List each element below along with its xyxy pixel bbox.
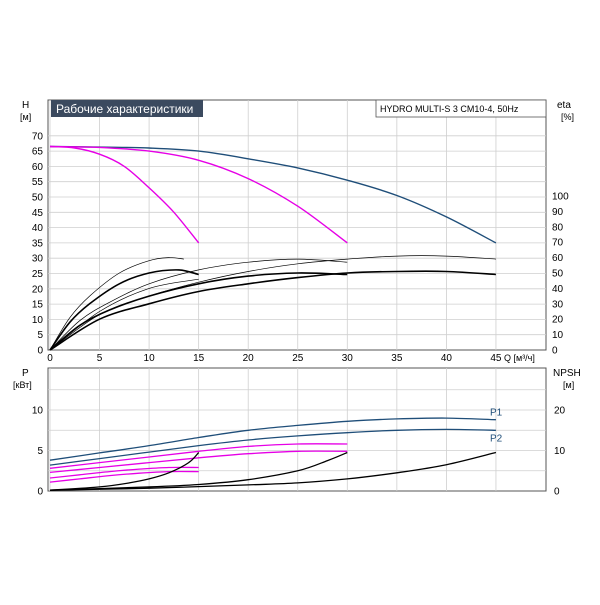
h-tick-label: 60 (32, 162, 44, 173)
h-tick-label: 20 (32, 284, 44, 295)
power-npsh-panel: P1 P2 0 5 10 0 10 20 P [кВт] NPSH [м] (13, 367, 581, 498)
subtitle-box (375, 99, 547, 118)
chart-subtitle: HYDRO MULTI-S 3 CM10-4, 50Hz (380, 104, 519, 114)
h-tick-label: 10 (32, 315, 44, 326)
h-tick-label: 65 (32, 147, 44, 158)
eta-tick-label: 0 (552, 346, 558, 357)
p-axis-label: P (22, 368, 29, 379)
eta-tick-label: 20 (552, 315, 564, 326)
h-tick-label: 30 (32, 254, 44, 265)
h-tick-label: 55 (32, 177, 44, 188)
power-curve (49, 428, 496, 466)
head-curve (49, 145, 200, 244)
q-tick-label: 45 (490, 353, 502, 364)
efficiency-curve (49, 278, 199, 351)
npsh-curve (49, 451, 348, 491)
q-tick-label: 15 (193, 353, 205, 364)
eta-tick-label: 30 (552, 299, 564, 310)
chart-title: Рабочие характеристики (56, 102, 193, 116)
top-grid (48, 100, 546, 350)
q-tick-label: 40 (441, 353, 453, 364)
title-background (51, 100, 203, 117)
h-tick-label: 45 (32, 208, 44, 219)
h-axis-label: H (22, 100, 29, 111)
q-tick-label: 10 (144, 353, 156, 364)
p-tick-label: 10 (32, 406, 44, 417)
npsh-tick-label: 0 (554, 487, 560, 498)
h-tick-label: 50 (32, 193, 44, 204)
bottom-grid (48, 368, 546, 491)
eta-tick-label: 90 (552, 207, 564, 218)
efficiency-curve (49, 269, 199, 351)
efficiency-curve (49, 270, 496, 351)
q-tick-label: 5 (97, 353, 103, 364)
h-tick-label: 15 (32, 300, 44, 311)
q-tick-label: 25 (292, 353, 304, 364)
head-curve (49, 145, 348, 244)
npsh-tick-labels: 0 10 20 (554, 406, 566, 498)
power-curve (49, 417, 496, 461)
npsh-tick-label: 10 (554, 446, 566, 457)
h-tick-label: 35 (32, 238, 44, 249)
top-series (49, 145, 497, 351)
h-tick-label: 40 (32, 223, 44, 234)
p-tick-labels: 0 5 10 (32, 406, 44, 498)
efficiency-curve (49, 258, 348, 351)
q-tick-label: 35 (391, 353, 403, 364)
npsh-curve (49, 451, 497, 491)
eta-axis-label: eta (557, 100, 571, 111)
head-curve (49, 145, 497, 244)
q-tick-label: 30 (342, 353, 354, 364)
series-label-p1: P1 (490, 408, 503, 419)
eta-tick-label: 100 (552, 192, 569, 203)
h-tick-label: 70 (32, 131, 44, 142)
power-curve (49, 466, 199, 479)
h-tick-label: 25 (32, 269, 44, 280)
efficiency-curve (49, 257, 184, 351)
eta-tick-label: 50 (552, 269, 564, 280)
q-tick-labels: 0 5 10 15 20 25 30 35 40 45 (47, 353, 502, 364)
npsh-axis-label: NPSH (553, 368, 581, 379)
eta-tick-label: 40 (552, 284, 564, 295)
q-tick-label: 20 (243, 353, 255, 364)
power-curve (49, 443, 348, 469)
eta-axis-unit: [%] (561, 112, 574, 122)
eta-tick-labels: 0 10 20 30 40 50 60 70 80 90 100 (552, 192, 569, 357)
p-tick-label: 0 (37, 487, 43, 498)
npsh-curve (49, 452, 200, 491)
eta-tick-label: 60 (552, 253, 564, 264)
p-axis-unit: [кВт] (13, 380, 32, 390)
efficiency-curve (49, 255, 496, 351)
bottom-series: P1 P2 (49, 408, 503, 491)
eta-tick-label: 80 (552, 222, 564, 233)
npsh-axis-unit: [м] (563, 380, 574, 390)
eta-tick-label: 10 (552, 330, 564, 341)
top-panel-frame (47, 99, 547, 351)
bottom-panel-frame (47, 367, 547, 492)
power-curve (49, 450, 348, 474)
h-axis-unit: [м] (20, 112, 31, 122)
h-tick-label: 5 (37, 330, 43, 341)
npsh-tick-label: 20 (554, 406, 566, 417)
h-tick-label: 0 (37, 346, 43, 357)
series-label-p2: P2 (490, 433, 503, 444)
q-axis-label: Q [м³/ч] (504, 353, 535, 363)
p-tick-label: 5 (37, 446, 43, 457)
eta-tick-label: 70 (552, 238, 564, 249)
q-tick-label: 0 (47, 353, 53, 364)
h-tick-labels: 0 5 10 15 20 25 30 35 40 45 50 55 60 65 70 (32, 131, 44, 356)
